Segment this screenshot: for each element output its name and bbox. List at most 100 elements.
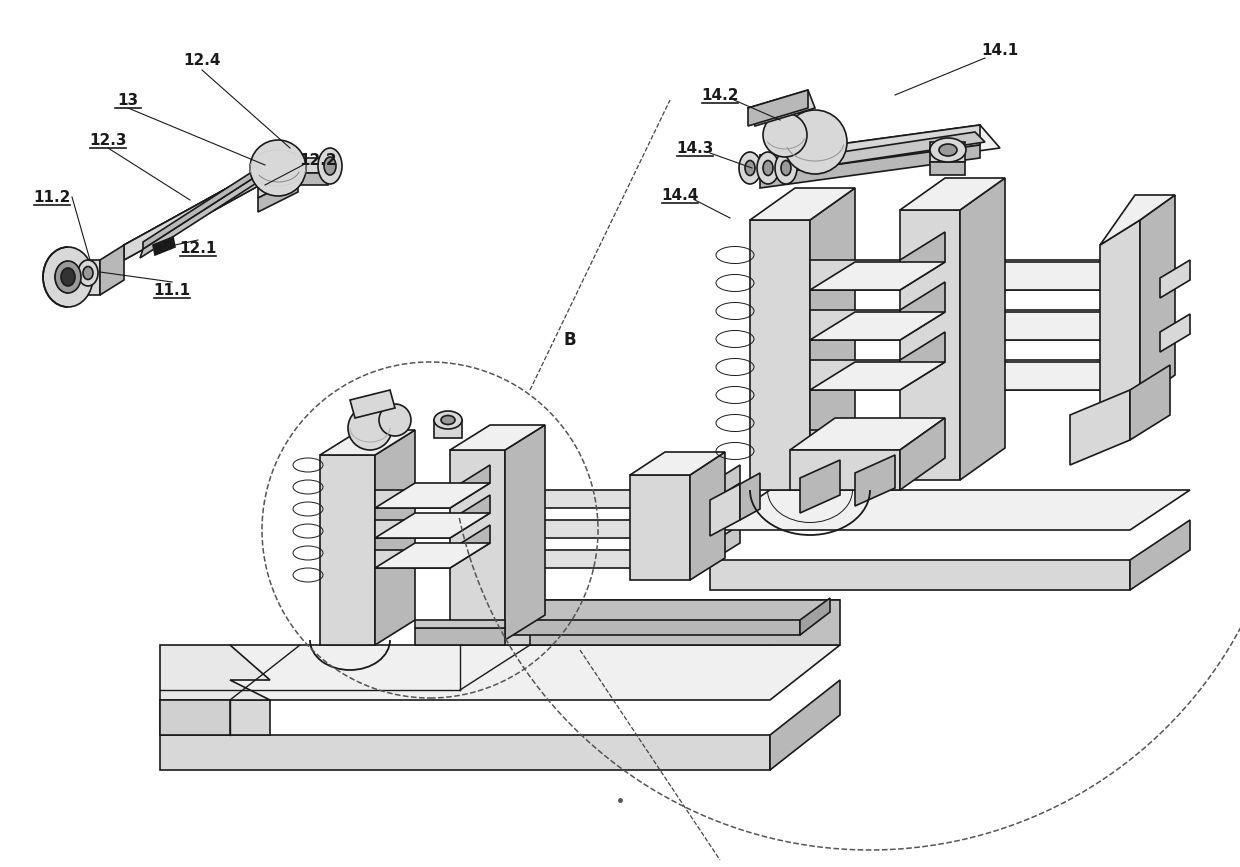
Polygon shape: [775, 132, 985, 172]
Polygon shape: [124, 170, 260, 260]
Polygon shape: [140, 175, 258, 258]
Polygon shape: [350, 390, 396, 418]
Polygon shape: [740, 473, 760, 520]
Polygon shape: [900, 210, 960, 480]
Polygon shape: [810, 188, 856, 490]
Polygon shape: [630, 475, 689, 580]
Text: B: B: [564, 331, 577, 349]
Text: 12.1: 12.1: [180, 240, 217, 256]
Polygon shape: [1070, 390, 1130, 465]
Polygon shape: [760, 125, 999, 178]
Polygon shape: [374, 550, 450, 568]
Text: 14.1: 14.1: [981, 42, 1018, 57]
Ellipse shape: [756, 152, 779, 184]
Ellipse shape: [781, 160, 791, 175]
Polygon shape: [1100, 220, 1140, 425]
Polygon shape: [800, 460, 839, 513]
Text: 12.4: 12.4: [184, 53, 221, 68]
Polygon shape: [900, 232, 945, 290]
Ellipse shape: [939, 144, 957, 156]
Polygon shape: [960, 262, 1166, 290]
Polygon shape: [160, 645, 270, 700]
Ellipse shape: [78, 260, 98, 286]
Polygon shape: [160, 700, 270, 735]
Polygon shape: [630, 452, 725, 475]
Polygon shape: [760, 125, 980, 175]
Polygon shape: [960, 360, 1120, 390]
Polygon shape: [900, 282, 945, 340]
Polygon shape: [374, 490, 450, 508]
Ellipse shape: [61, 268, 74, 286]
Text: 14.2: 14.2: [702, 88, 739, 102]
Ellipse shape: [55, 261, 81, 293]
Polygon shape: [1130, 365, 1171, 440]
Polygon shape: [1159, 260, 1190, 298]
Polygon shape: [800, 598, 830, 635]
Polygon shape: [711, 560, 1130, 590]
Polygon shape: [960, 362, 1166, 390]
Polygon shape: [856, 455, 895, 506]
Polygon shape: [124, 170, 260, 260]
Ellipse shape: [745, 160, 755, 175]
Text: 12.3: 12.3: [89, 133, 126, 147]
Text: 11.1: 11.1: [154, 283, 191, 297]
Polygon shape: [770, 680, 839, 770]
Ellipse shape: [441, 415, 455, 425]
Polygon shape: [900, 178, 1004, 210]
Polygon shape: [960, 178, 1004, 480]
Ellipse shape: [739, 152, 761, 184]
Polygon shape: [460, 600, 839, 645]
Polygon shape: [1100, 195, 1176, 245]
Polygon shape: [529, 600, 839, 645]
Polygon shape: [320, 430, 415, 455]
Polygon shape: [930, 142, 965, 162]
Polygon shape: [1130, 520, 1190, 590]
Circle shape: [379, 404, 410, 436]
Polygon shape: [450, 495, 490, 538]
Polygon shape: [1120, 232, 1166, 290]
Circle shape: [348, 406, 392, 450]
Polygon shape: [160, 645, 839, 700]
Circle shape: [782, 110, 847, 174]
Polygon shape: [810, 312, 945, 340]
Polygon shape: [1120, 282, 1166, 340]
Polygon shape: [810, 262, 945, 290]
Ellipse shape: [43, 247, 93, 307]
Polygon shape: [750, 220, 810, 490]
Polygon shape: [505, 490, 701, 508]
Text: 13: 13: [118, 93, 139, 108]
Polygon shape: [900, 332, 945, 390]
Polygon shape: [701, 465, 740, 508]
Polygon shape: [415, 628, 505, 645]
Polygon shape: [434, 420, 463, 438]
Text: 14.3: 14.3: [676, 140, 714, 155]
Circle shape: [763, 113, 807, 157]
Text: 12.2: 12.2: [299, 153, 337, 167]
Polygon shape: [790, 418, 945, 450]
Polygon shape: [160, 700, 229, 735]
Polygon shape: [960, 260, 1120, 290]
Text: 11.2: 11.2: [33, 190, 71, 205]
Polygon shape: [450, 465, 490, 508]
Polygon shape: [701, 525, 740, 568]
Polygon shape: [374, 430, 415, 645]
Polygon shape: [711, 490, 1190, 530]
Polygon shape: [900, 418, 945, 490]
Polygon shape: [748, 90, 815, 126]
Polygon shape: [100, 245, 124, 295]
Polygon shape: [298, 158, 329, 173]
Polygon shape: [374, 483, 490, 508]
Polygon shape: [68, 260, 100, 295]
Polygon shape: [143, 168, 258, 249]
Polygon shape: [258, 155, 298, 198]
Polygon shape: [930, 162, 965, 175]
Polygon shape: [810, 260, 900, 290]
Ellipse shape: [434, 411, 463, 429]
Polygon shape: [810, 310, 900, 340]
Polygon shape: [505, 550, 701, 568]
Polygon shape: [689, 452, 725, 580]
Polygon shape: [701, 495, 740, 538]
Polygon shape: [374, 520, 450, 538]
Ellipse shape: [763, 160, 773, 175]
Polygon shape: [1140, 195, 1176, 400]
